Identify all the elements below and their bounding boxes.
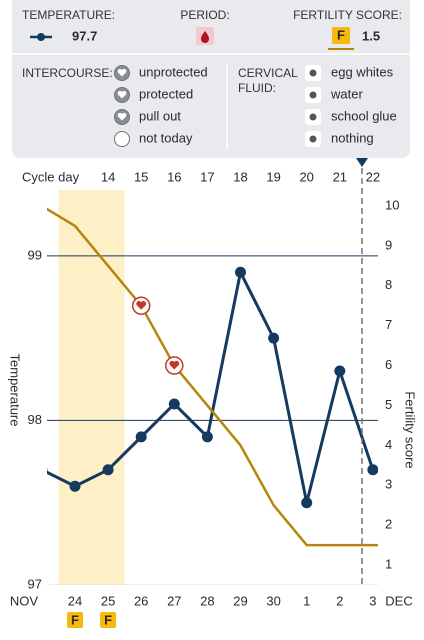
y2-tick-label: 7: [385, 317, 392, 332]
fluid-icon-mark: [309, 91, 317, 99]
intercourse-option: not today: [139, 130, 193, 145]
fluid-option: water: [330, 86, 363, 101]
y2-tick-label: 9: [385, 237, 392, 252]
intercourse-option: unprotected: [139, 64, 208, 79]
fertile-band: [91, 190, 125, 585]
fluid-icon-mark: [309, 69, 317, 77]
temperature-point: [47, 467, 48, 472]
y2-tick-label: 1: [385, 556, 392, 571]
x-tick-label: 28: [200, 593, 214, 608]
temperature-label: TEMPERATURE:: [22, 8, 115, 22]
fertility-value: 1.5: [362, 28, 380, 43]
temperature-point: [102, 464, 114, 476]
temperature-point: [168, 398, 180, 410]
temperature-value: 97.7: [72, 28, 97, 43]
y2-tick-label: 5: [385, 397, 392, 412]
fluid-icon-mark: [309, 135, 317, 143]
x-tick-label: 1: [303, 593, 310, 608]
y-tick-label: 97: [28, 576, 42, 591]
intercourse-heart: [169, 360, 180, 370]
intercourse-option: pull out: [139, 108, 181, 123]
x-tick-label: 25: [101, 593, 115, 608]
period-drop: [201, 31, 209, 43]
y2-tick-label: 8: [385, 277, 392, 292]
y2-tick-label: 4: [385, 437, 392, 452]
fertile-badge-text: F: [104, 612, 112, 627]
cycle-day: 18: [233, 169, 247, 184]
fertility-badge: [332, 27, 350, 44]
cycle-day: 16: [167, 169, 181, 184]
intercourse-option: protected: [139, 86, 193, 101]
y2-tick-label: 2: [385, 517, 392, 532]
intercourse-icon: [114, 131, 130, 147]
cycle-day: 22: [366, 169, 380, 184]
temperature-point: [201, 431, 213, 443]
intercourse-icon-heart: [117, 112, 127, 121]
series-line: [47, 207, 378, 547]
temperature-point: [367, 464, 378, 476]
fertile-badge-text: F: [71, 612, 79, 627]
y-tick-label: 99: [28, 247, 42, 262]
cycle-day: 21: [333, 169, 347, 184]
month-label: DEC: [385, 593, 412, 608]
temperature-point: [268, 332, 280, 344]
x-tick-label: 27: [167, 593, 181, 608]
temperature-point: [135, 431, 147, 443]
temperature-point: [69, 480, 81, 492]
fertility-badge-text: F: [337, 27, 345, 42]
cycle-day: 14: [101, 169, 115, 184]
plot-area: [47, 190, 378, 585]
today-marker: [356, 158, 368, 167]
cycle-day: 15: [134, 169, 148, 184]
y2-axis-title: Fertility score: [403, 391, 418, 468]
cycle-day-label: Cycle day: [22, 169, 80, 184]
y2-tick-label: 3: [385, 477, 392, 492]
cycle-day: 19: [266, 169, 280, 184]
fluid-icon-mark: [309, 113, 317, 121]
y-tick-label: 98: [28, 412, 42, 427]
fluid-option: nothing: [331, 130, 374, 145]
intercourse-label: INTERCOURSE:: [22, 66, 113, 80]
fluid-option: egg whites: [331, 64, 394, 79]
x-tick-label: 3: [369, 593, 376, 608]
period-label: PERIOD:: [180, 8, 229, 22]
fertile-band: [58, 190, 92, 585]
x-tick-label: 24: [68, 593, 82, 608]
temperature-icon-dot: [37, 33, 45, 41]
y2-tick-label: 10: [385, 197, 399, 212]
fertile-badge: [100, 612, 117, 628]
temperature-point: [334, 365, 346, 377]
fluid-option: school glue: [331, 108, 397, 123]
temperature-point: [235, 266, 246, 278]
cycle-day: 20: [299, 169, 313, 184]
fertility-label: FERTILITY SCORE:: [293, 8, 402, 22]
fluid-label: CERVICAL: [238, 66, 298, 80]
y2-tick-label: 6: [385, 357, 392, 372]
fertile-badge: [67, 612, 83, 628]
intercourse-heart: [136, 301, 147, 310]
x-tick-label: 30: [266, 593, 280, 608]
intercourse-icon-heart: [117, 68, 127, 77]
intercourse-icon-heart: [117, 90, 127, 99]
month-label: NOV: [10, 593, 39, 608]
cycle-day: 17: [200, 169, 214, 184]
x-tick-label: 26: [134, 593, 148, 608]
fluid-label: FLUID:: [238, 81, 276, 95]
y-axis-title: Temperature: [8, 354, 23, 427]
x-tick-label: 2: [336, 593, 343, 608]
temperature-point: [301, 497, 313, 509]
x-tick-label: 29: [233, 593, 247, 608]
